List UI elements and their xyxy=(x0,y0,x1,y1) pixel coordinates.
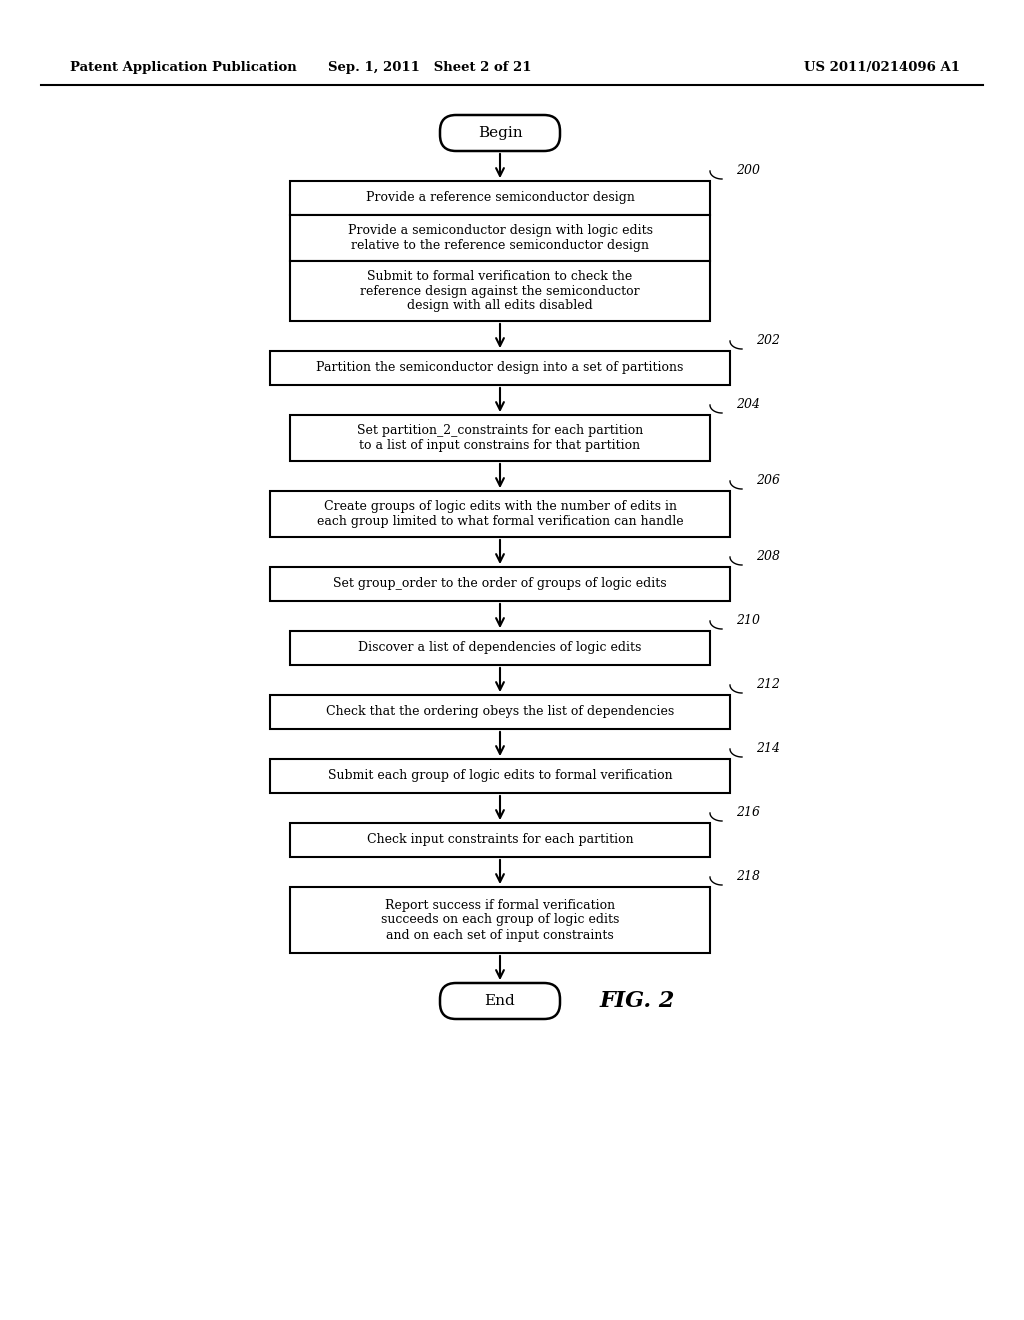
Bar xyxy=(290,887,710,953)
Text: Discover a list of dependencies of logic edits: Discover a list of dependencies of logic… xyxy=(358,642,642,655)
Bar xyxy=(270,491,730,537)
Text: US 2011/0214096 A1: US 2011/0214096 A1 xyxy=(804,62,961,74)
FancyBboxPatch shape xyxy=(440,983,560,1019)
Text: 202: 202 xyxy=(756,334,780,347)
Text: Provide a semiconductor design with logic edits
relative to the reference semico: Provide a semiconductor design with logi… xyxy=(347,224,652,252)
Text: 208: 208 xyxy=(756,550,780,564)
Text: Create groups of logic edits with the number of edits in
each group limited to w: Create groups of logic edits with the nu… xyxy=(316,500,683,528)
Text: 204: 204 xyxy=(736,399,760,412)
Bar xyxy=(270,759,730,793)
Bar xyxy=(270,696,730,729)
Bar xyxy=(290,822,710,857)
Text: 218: 218 xyxy=(736,870,760,883)
Text: Submit to formal verification to check the
reference design against the semicond: Submit to formal verification to check t… xyxy=(360,269,640,313)
Text: Provide a reference semiconductor design: Provide a reference semiconductor design xyxy=(366,191,635,205)
FancyBboxPatch shape xyxy=(440,115,560,150)
Text: 216: 216 xyxy=(736,807,760,820)
Text: Set group_order to the order of groups of logic edits: Set group_order to the order of groups o… xyxy=(333,578,667,590)
Text: Submit each group of logic edits to formal verification: Submit each group of logic edits to form… xyxy=(328,770,673,783)
Text: Partition the semiconductor design into a set of partitions: Partition the semiconductor design into … xyxy=(316,362,684,375)
Text: Check input constraints for each partition: Check input constraints for each partiti… xyxy=(367,833,633,846)
Text: Begin: Begin xyxy=(477,125,522,140)
Text: Report success if formal verification
succeeds on each group of logic edits
and : Report success if formal verification su… xyxy=(381,899,620,941)
Text: Patent Application Publication: Patent Application Publication xyxy=(70,62,297,74)
Text: FIG. 2: FIG. 2 xyxy=(600,990,676,1012)
Text: 214: 214 xyxy=(756,742,780,755)
Text: 210: 210 xyxy=(736,615,760,627)
Bar xyxy=(270,568,730,601)
Text: Set partition_2_constraints for each partition
to a list of input constrains for: Set partition_2_constraints for each par… xyxy=(357,424,643,451)
Bar xyxy=(290,181,710,215)
Text: Check that the ordering obeys the list of dependencies: Check that the ordering obeys the list o… xyxy=(326,705,674,718)
Bar xyxy=(290,414,710,461)
Bar xyxy=(270,351,730,385)
Bar xyxy=(290,215,710,261)
Bar xyxy=(290,631,710,665)
Text: End: End xyxy=(484,994,515,1008)
Text: 212: 212 xyxy=(756,678,780,692)
Text: Sep. 1, 2011   Sheet 2 of 21: Sep. 1, 2011 Sheet 2 of 21 xyxy=(329,62,531,74)
Text: 200: 200 xyxy=(736,165,760,177)
Bar xyxy=(290,261,710,321)
Text: 206: 206 xyxy=(756,474,780,487)
